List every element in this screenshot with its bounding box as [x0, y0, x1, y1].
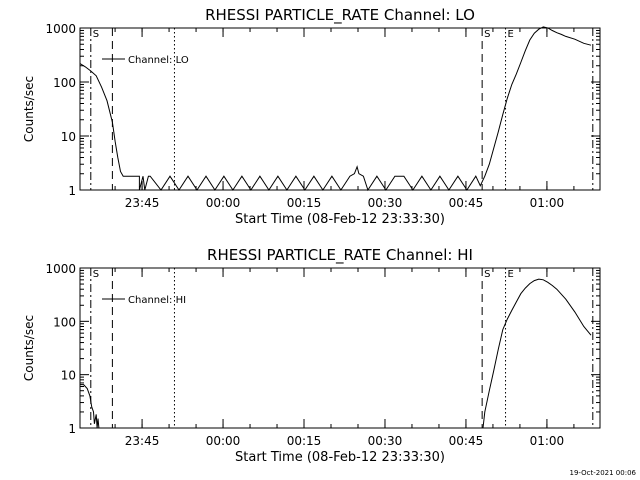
y-tick-label: 1000	[45, 22, 76, 36]
x-tick-label: 00:30	[368, 196, 403, 210]
x-tick-label: 00:15	[287, 196, 322, 210]
x-axis-label: Start Time (08-Feb-12 23:33:30)	[235, 212, 445, 227]
y-axis-label: Counts/sec	[22, 76, 36, 142]
y-tick-label: 1000	[45, 262, 76, 276]
x-tick-label: 00:45	[449, 196, 484, 210]
x-axis-label: Start Time (08-Feb-12 23:33:30)	[235, 450, 445, 465]
event-marker-label: E	[508, 269, 514, 280]
y-tick-label: 1	[68, 422, 76, 436]
event-marker-label: E	[508, 29, 514, 40]
x-tick-label: 00:45	[449, 434, 484, 448]
x-tick-label: 00:15	[287, 434, 322, 448]
chart-title: RHESSI PARTICLE_RATE Channel: LO	[205, 6, 475, 25]
y-tick-label: 1	[68, 184, 76, 198]
event-marker-label: S	[484, 29, 490, 40]
legend-label: Channel: HI	[128, 295, 186, 306]
x-tick-label: 23:45	[125, 196, 160, 210]
x-tick-label: 23:45	[125, 434, 160, 448]
y-tick-label: 10	[61, 369, 76, 383]
x-tick-label: 00:30	[368, 434, 403, 448]
legend-label: Channel: LO	[128, 55, 189, 66]
y-tick-label: 100	[53, 315, 76, 329]
series-line	[79, 26, 592, 192]
y-tick-label: 10	[61, 130, 76, 144]
chart-title: RHESSI PARTICLE_RATE Channel: HI	[207, 246, 473, 265]
series-line	[80, 278, 592, 429]
lo-channel-panel: RHESSI PARTICLE_RATE Channel: LO 1 10 100 10…	[22, 6, 601, 227]
x-tick-label: 00:00	[206, 434, 241, 448]
hi-channel-panel: RHESSI PARTICLE_RATE Channel: HI 1 10 100 10…	[22, 246, 601, 465]
x-tick-label: 00:00	[206, 196, 241, 210]
x-tick-label: 01:00	[530, 196, 565, 210]
plot-frame	[79, 27, 601, 191]
x-tick-label: 01:00	[530, 434, 565, 448]
footer-timestamp: 19-Oct-2021 00:06	[570, 469, 637, 477]
y-tick-label: 100	[53, 76, 76, 90]
event-marker-label: S	[484, 269, 490, 280]
event-marker-label: S	[93, 29, 99, 40]
y-axis-label: Counts/sec	[22, 315, 36, 381]
event-marker-label: S	[93, 269, 99, 280]
